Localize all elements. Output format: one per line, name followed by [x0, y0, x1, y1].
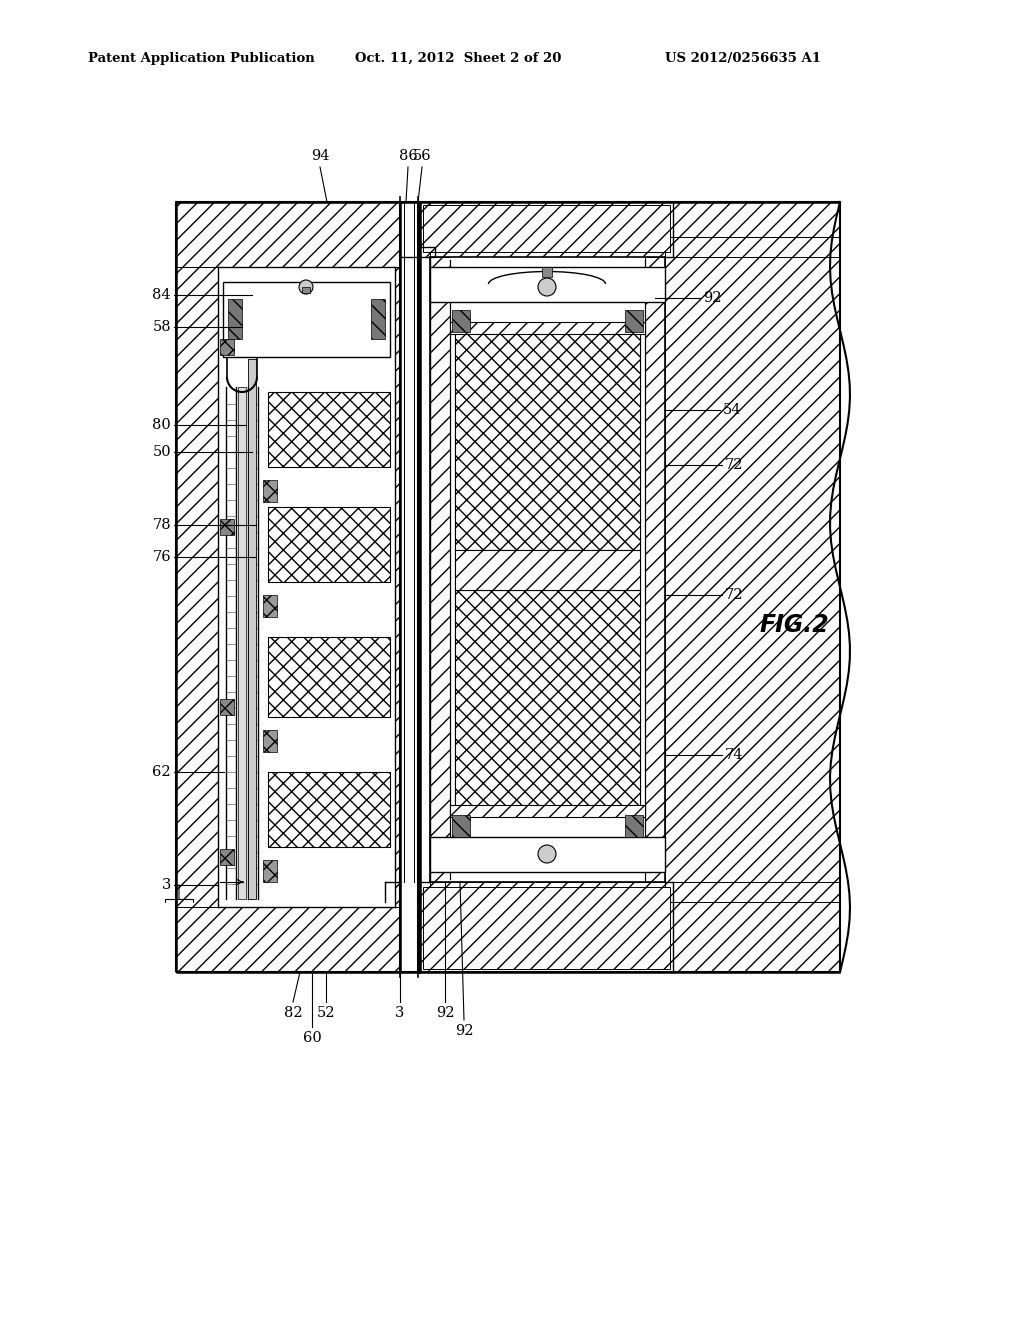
- Bar: [268, 638, 390, 717]
- Bar: [455, 550, 640, 590]
- Polygon shape: [423, 205, 670, 252]
- Text: 92: 92: [436, 1006, 455, 1020]
- Text: 78: 78: [153, 517, 171, 532]
- Polygon shape: [430, 882, 840, 972]
- Text: 84: 84: [153, 288, 171, 302]
- Text: 94: 94: [310, 149, 330, 162]
- Bar: [401, 202, 417, 972]
- Bar: [248, 359, 256, 899]
- Polygon shape: [645, 257, 665, 882]
- Circle shape: [538, 279, 556, 296]
- Polygon shape: [430, 257, 450, 882]
- Bar: [450, 322, 645, 334]
- Text: 60: 60: [303, 1031, 322, 1045]
- Bar: [263, 861, 278, 882]
- Text: 80: 80: [153, 418, 171, 432]
- Text: 58: 58: [153, 319, 171, 334]
- Polygon shape: [423, 887, 670, 969]
- Text: 74: 74: [725, 748, 743, 762]
- Bar: [455, 333, 640, 550]
- Text: 3: 3: [162, 878, 171, 892]
- Bar: [430, 207, 665, 238]
- Polygon shape: [176, 907, 420, 972]
- Bar: [430, 902, 665, 972]
- Bar: [450, 805, 645, 817]
- Polygon shape: [395, 267, 420, 907]
- Text: 72: 72: [725, 458, 743, 473]
- Bar: [430, 257, 665, 882]
- Text: FIG.2: FIG.2: [760, 612, 829, 638]
- Bar: [625, 310, 643, 333]
- Bar: [268, 507, 390, 582]
- Bar: [302, 286, 310, 293]
- Bar: [238, 387, 246, 899]
- Bar: [450, 257, 645, 882]
- Bar: [220, 519, 234, 535]
- Polygon shape: [176, 267, 218, 907]
- Bar: [455, 333, 640, 550]
- Text: Oct. 11, 2012  Sheet 2 of 20: Oct. 11, 2012 Sheet 2 of 20: [355, 51, 561, 65]
- Text: 50: 50: [153, 445, 171, 459]
- Bar: [220, 700, 234, 715]
- Polygon shape: [418, 202, 840, 257]
- Bar: [223, 282, 390, 356]
- Text: 82: 82: [284, 1006, 302, 1020]
- Circle shape: [299, 280, 313, 294]
- Bar: [218, 267, 395, 907]
- Bar: [263, 595, 278, 616]
- Bar: [220, 849, 234, 865]
- Bar: [455, 590, 640, 807]
- Bar: [452, 310, 470, 333]
- Text: US 2012/0256635 A1: US 2012/0256635 A1: [665, 51, 821, 65]
- Circle shape: [538, 845, 556, 863]
- Bar: [455, 590, 640, 807]
- Polygon shape: [430, 202, 840, 257]
- Text: 62: 62: [153, 766, 171, 779]
- Bar: [220, 339, 234, 355]
- Bar: [228, 300, 242, 339]
- Bar: [455, 550, 640, 590]
- Text: 52: 52: [316, 1006, 335, 1020]
- Polygon shape: [418, 882, 840, 972]
- Polygon shape: [430, 902, 840, 972]
- Text: 92: 92: [455, 1024, 473, 1038]
- Text: 54: 54: [723, 403, 741, 417]
- Text: 92: 92: [703, 290, 722, 305]
- Text: 76: 76: [153, 550, 171, 564]
- Text: 86: 86: [398, 149, 418, 162]
- Bar: [452, 814, 470, 837]
- Text: 3: 3: [395, 1006, 404, 1020]
- Text: 56: 56: [413, 149, 431, 162]
- Bar: [263, 480, 278, 502]
- Text: 72: 72: [725, 587, 743, 602]
- Bar: [371, 300, 385, 339]
- Bar: [542, 267, 552, 277]
- Polygon shape: [665, 257, 840, 882]
- Bar: [268, 772, 390, 847]
- Polygon shape: [176, 202, 420, 267]
- Bar: [268, 392, 390, 467]
- Text: Patent Application Publication: Patent Application Publication: [88, 51, 314, 65]
- Bar: [625, 814, 643, 837]
- Bar: [263, 730, 278, 752]
- Bar: [430, 837, 665, 873]
- Polygon shape: [430, 202, 840, 232]
- Bar: [430, 267, 665, 302]
